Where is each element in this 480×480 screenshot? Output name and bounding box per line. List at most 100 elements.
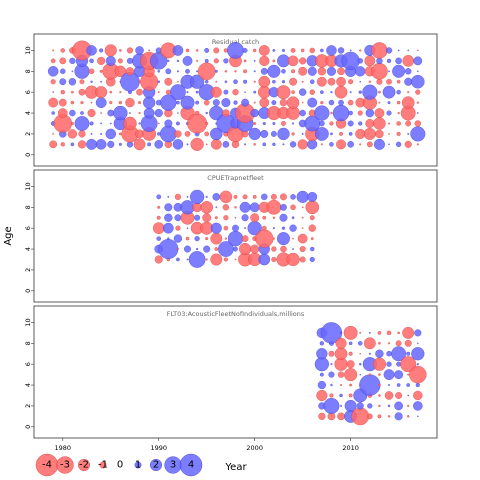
residual-bubble [195, 100, 200, 105]
residual-bubble [409, 365, 427, 384]
residual-bubble [276, 85, 291, 100]
residual-bubble [186, 195, 189, 198]
residual-bubble [280, 193, 287, 201]
residual-bubble [402, 326, 415, 339]
residual-bubble [328, 350, 335, 357]
y-tick-label: 4 [24, 383, 32, 387]
residual-bubble [255, 229, 274, 248]
residual-bubble [314, 105, 330, 121]
residual-bubble [57, 108, 68, 118]
residual-bubble [326, 66, 336, 76]
residual-bubble [290, 194, 296, 200]
residual-bubble [377, 414, 382, 419]
residual-bubble [396, 121, 401, 126]
residual-bubble [414, 120, 421, 127]
residual-bubble [71, 70, 74, 73]
residual-bubble [154, 109, 163, 118]
residual-bubble [309, 47, 315, 54]
residual-bubble [59, 78, 67, 86]
legend-bubble [179, 453, 203, 477]
residual-bubble [113, 105, 128, 121]
residual-bubble [244, 91, 246, 93]
residual-bubble [357, 58, 363, 64]
residual-bubble [167, 237, 170, 240]
residual-bubble [335, 337, 347, 349]
residual-bubble [136, 88, 143, 96]
residual-bubble [70, 100, 75, 105]
residual-bubble [292, 248, 294, 250]
residual-bubble [349, 91, 352, 94]
residual-bubble [190, 137, 204, 151]
residual-bubble [200, 201, 213, 214]
residual-bubble [186, 227, 189, 229]
residual-bubble [190, 189, 205, 204]
residual-bubble [184, 245, 191, 253]
residual-bubble [330, 111, 333, 115]
residual-bubble [348, 351, 353, 356]
residual-bubble [205, 122, 209, 125]
residual-bubble [267, 64, 281, 78]
residual-bubble [234, 258, 237, 261]
residual-bubble [299, 57, 307, 65]
residual-bubble [310, 246, 315, 252]
residual-bubble [287, 55, 299, 67]
residual-bubble [289, 141, 297, 148]
residual-bubble [334, 347, 348, 361]
residual-bubble [266, 199, 282, 215]
legend-label: -1 [98, 460, 108, 471]
residual-bubble [109, 122, 112, 125]
residual-bubble [305, 200, 320, 215]
residual-bubble [252, 195, 257, 199]
residual-bubble [397, 111, 400, 115]
residual-bubble [286, 252, 300, 267]
residual-bubble [411, 347, 425, 361]
x-tick-label: 2010 [342, 444, 359, 452]
residual-bubble [241, 235, 249, 242]
residual-bubble [307, 66, 317, 76]
residual-bubble [125, 97, 135, 108]
residual-bubble [388, 342, 391, 345]
residual-bubble [259, 97, 270, 108]
residual-bubble [74, 116, 90, 131]
residual-bubble [376, 78, 383, 85]
residual-bubble [396, 100, 401, 105]
residual-bubble [416, 143, 419, 146]
residual-bubble [214, 247, 219, 251]
residual-bubble [212, 193, 221, 201]
residual-bubble [227, 230, 244, 247]
residual-bubble [378, 342, 381, 345]
residual-bubble [291, 216, 295, 220]
residual-bubble [213, 58, 219, 64]
legend: -4 -3 -2 -1 0 1 2 3 4 [35, 453, 203, 477]
residual-bubble [383, 369, 395, 380]
residual-bubble [60, 48, 66, 53]
residual-bubble [336, 76, 346, 87]
residual-bubble [167, 59, 170, 62]
residual-bubble [210, 139, 222, 150]
residual-bubble [388, 122, 390, 125]
residual-bubble [224, 80, 228, 83]
residual-bubble [367, 413, 373, 420]
residual-bubble [154, 255, 163, 264]
residual-bubble [357, 110, 363, 116]
residual-bubble [69, 57, 76, 64]
residual-bubble [344, 368, 358, 382]
residual-bubble [343, 325, 358, 340]
legend-label: 0 [117, 460, 123, 471]
residual-bubble [173, 234, 183, 243]
residual-bubble [258, 253, 271, 266]
residual-bubble [86, 138, 97, 150]
residual-bubble [286, 96, 300, 109]
residual-bubble [100, 80, 103, 83]
residual-bubble [394, 370, 404, 380]
residual-bubble [386, 361, 392, 367]
panel-title: Residual catch [212, 38, 259, 46]
residual-bubble [89, 58, 94, 64]
x-tick-label: 1990 [150, 444, 167, 452]
residual-bubble [176, 70, 179, 73]
residual-bubble [97, 56, 106, 65]
residual-bubble [253, 80, 256, 83]
residual-bubble [334, 85, 348, 99]
residual-bubble [104, 44, 117, 57]
